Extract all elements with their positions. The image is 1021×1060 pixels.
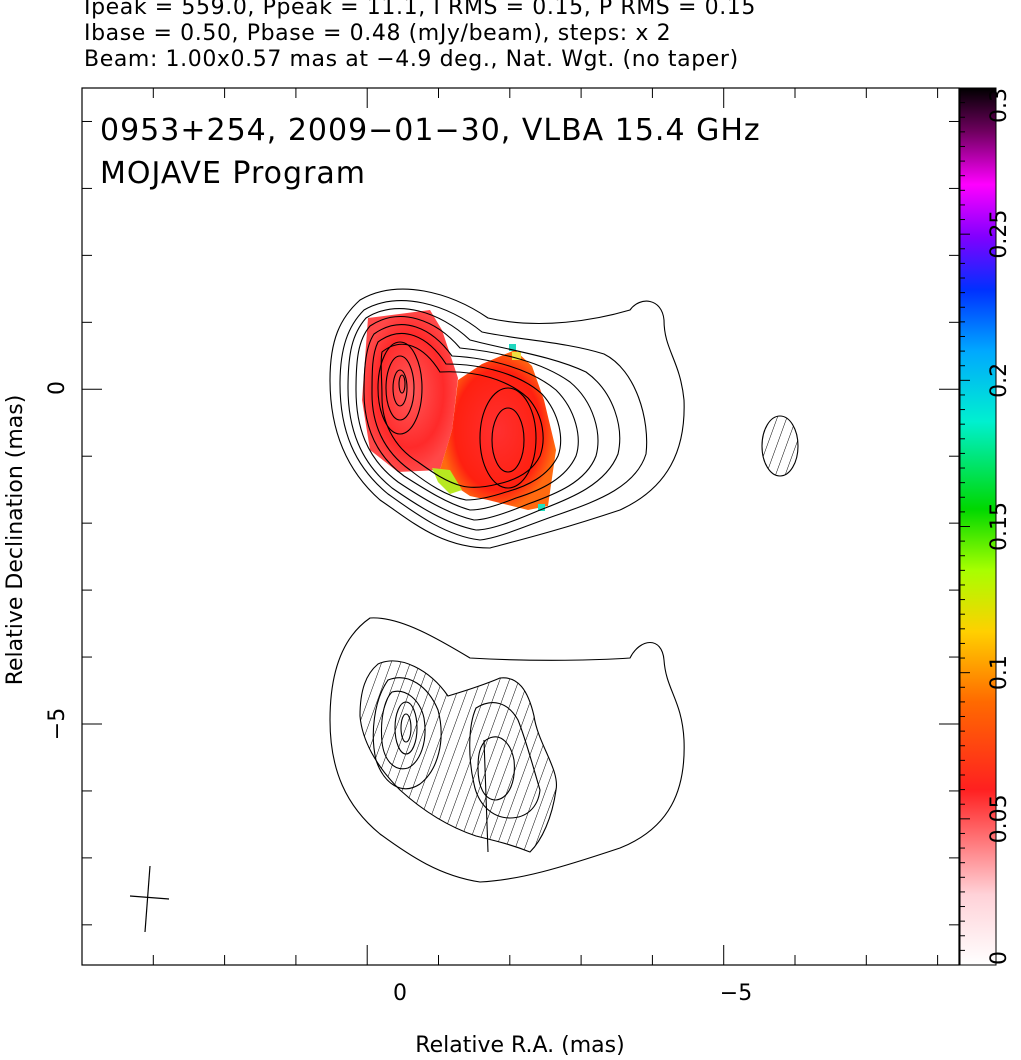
colorbar-tick-label: 0.05: [987, 794, 1012, 843]
y-tick-label-1: −5: [45, 708, 70, 740]
colorbar-tick-label: 0.25: [987, 210, 1012, 259]
yellow-pixel: [512, 352, 521, 360]
outer-component-contour: [761, 415, 799, 477]
chart-title: 0953+254, 2009−01−30, VLBA 15.4 GHz: [100, 113, 761, 148]
cyan-pixel: [538, 504, 545, 511]
core-color-region: [362, 310, 458, 472]
beam-cross: [129, 865, 170, 933]
colorbar-tick-label: 0.1: [987, 655, 1012, 690]
evpa-panel: [329, 617, 685, 883]
header-line-1: Ipeak = 559.0, Ppeak = 11.1, I RMS = 0.1…: [84, 0, 756, 20]
plot-frame: [81, 87, 960, 966]
top-pixel: [509, 344, 516, 351]
y-axis-label: Relative Declination (mas): [3, 395, 28, 686]
chart-subtitle: MOJAVE Program: [100, 156, 366, 191]
colorbar: 0 0.05 0.1 0.15 0.2 0.25 0.3: [959, 87, 1012, 966]
colorbar-tick-label: 0.15: [987, 502, 1012, 551]
y-tick-label-0: 0: [45, 381, 70, 395]
axis-ticks: [81, 88, 959, 965]
header-line-3: Beam: 1.00x0.57 mas at −4.9 deg., Nat. W…: [84, 47, 739, 72]
colorbar-tick-label: 0.3: [987, 88, 1012, 123]
x-axis-label: Relative R.A. (mas): [415, 1033, 624, 1058]
x-tick-label-1: −5: [720, 981, 752, 1006]
intensity-contours: [329, 288, 799, 549]
polarization-image: [362, 310, 556, 511]
colorbar-tick-label: 0.2: [987, 363, 1012, 398]
jet-color-region: [440, 350, 556, 510]
x-tick-label-0: 0: [393, 981, 407, 1006]
header-line-2: Ibase = 0.50, Pbase = 0.48 (mJy/beam), s…: [84, 21, 672, 46]
colorbar-tick-label: 0: [987, 951, 1012, 965]
